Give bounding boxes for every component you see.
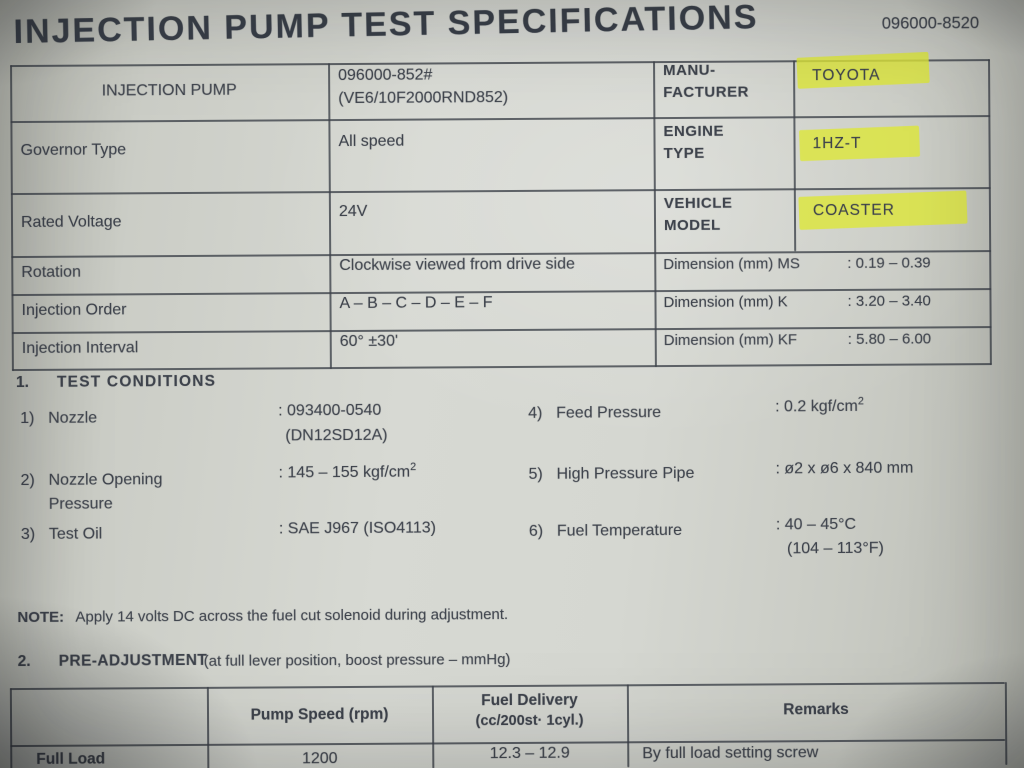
table-line: [9, 688, 13, 768]
cell-manufacturer-label-1: MANU-: [663, 61, 716, 80]
cell-injection-order-value: A – B – C – D – E – F: [339, 294, 493, 313]
doc-number: 096000-8520: [881, 14, 980, 33]
item-hpp-label: High Pressure Pipe: [556, 464, 695, 483]
cell-injection-order-label: Injection Order: [21, 301, 127, 319]
table-line: [11, 363, 992, 372]
section1-number: 1.: [15, 373, 29, 392]
item-feed-pressure-value-text: : 0.2 kgf/cm: [775, 397, 858, 416]
item-nop-value-text: : 145 – 155 kgf/cm: [278, 463, 411, 482]
cell-rated-voltage-value: 24V: [338, 202, 368, 221]
table-line: [793, 60, 797, 252]
item-nop-num: 2): [20, 471, 35, 490]
table-line: [11, 288, 992, 297]
table-line: [9, 681, 1005, 691]
item-fuel-temp-num: 6): [528, 522, 544, 540]
item-feed-pressure-num: 4): [528, 404, 543, 422]
section2-heading: PRE-ADJUSTMENT: [58, 651, 208, 670]
item-fuel-temp-label: Fuel Temperature: [556, 521, 683, 540]
item-nozzle-value-2: (DN12SD12A): [285, 426, 388, 445]
row-full-load-label: Full Load: [36, 750, 106, 768]
item-feed-pressure-value-sup: 2: [857, 395, 864, 408]
page-title: INJECTION PUMP TEST SPECIFICATIONS: [13, 0, 759, 52]
cell-dimension-kf-label: Dimension (mm) KF: [663, 331, 798, 350]
row-full-load-fuel-delivery: 12.3 – 12.9: [489, 744, 570, 763]
table-line: [10, 65, 14, 372]
cell-injection-pump-label: INJECTION PUMP: [101, 81, 237, 100]
note-label: NOTE:: [17, 608, 65, 627]
table-line: [1004, 681, 1008, 765]
table-line: [653, 61, 657, 368]
cell-engine-type-label-2: TYPE: [663, 144, 705, 163]
table-line: [10, 115, 991, 124]
table-line: [11, 326, 992, 335]
cell-dimension-kf-value: : 5.80 – 6.00: [847, 330, 932, 348]
cell-vehicle-model-label-1: VEHICLE: [663, 194, 733, 213]
section1-heading: TEST CONDITIONS: [56, 372, 217, 391]
item-fuel-temp-value-2: (104 – 113°F): [786, 539, 884, 558]
table-line: [10, 187, 991, 196]
item-nop-value-sup: 2: [410, 461, 417, 474]
cell-manufacturer-label-2: FACTURER: [663, 83, 749, 102]
item-test-oil-num: 3): [20, 525, 36, 544]
header-pump-speed: Pump Speed (rpm): [250, 705, 389, 724]
row-full-load-remarks: By full load setting screw: [642, 744, 819, 763]
cell-pump-number: 096000-852#: [338, 66, 433, 85]
header-fuel-delivery-2: (cc/200st· 1cyl.): [475, 712, 584, 730]
item-feed-pressure-label: Feed Pressure: [556, 404, 662, 422]
item-nop-label-2: Pressure: [48, 495, 113, 513]
item-hpp-value: : ø2 x ø6 x 840 mm: [775, 459, 914, 478]
cell-dimension-k-label: Dimension (mm) K: [663, 293, 788, 312]
cell-governor-label: Governor Type: [20, 141, 127, 159]
cell-governor-value: All speed: [338, 132, 405, 151]
item-nozzle-value: : 093400-0540: [278, 401, 382, 420]
row-full-load-pump-speed: 1200: [301, 750, 338, 768]
cell-rotation-value: Clockwise viewed from drive side: [339, 255, 575, 275]
cell-engine-type-value: 1HZ-T: [812, 134, 862, 153]
item-hpp-num: 5): [528, 465, 543, 483]
table-line: [328, 63, 332, 370]
cell-injection-interval-label: Injection Interval: [21, 339, 139, 357]
header-fuel-delivery-1: Fuel Delivery: [481, 691, 578, 710]
table-line: [988, 59, 992, 366]
item-fuel-temp-value: : 40 – 45°C: [775, 515, 857, 534]
cell-pump-code: (VE6/10F2000RND852): [338, 89, 509, 108]
note-text: Apply 14 volts DC across the fuel cut so…: [75, 606, 509, 626]
cell-vehicle-model-label-2: MODEL: [663, 216, 721, 235]
item-feed-pressure-value: : 0.2 kgf/cm2: [775, 395, 864, 416]
item-nop-value: : 145 – 155 kgf/cm2: [278, 461, 416, 483]
cell-manufacturer-value: TOYOTA: [812, 66, 881, 85]
item-nozzle-label: Nozzle: [48, 409, 98, 427]
item-nop-label-1: Nozzle Opening: [48, 471, 163, 489]
cell-vehicle-model-value: COASTER: [812, 201, 895, 220]
cell-injection-interval-value: 60° ±30': [339, 332, 399, 351]
cell-dimension-k-value: : 3.20 – 3.40: [847, 292, 931, 310]
cell-dimension-ms-label: Dimension (mm) MS: [663, 255, 801, 274]
item-test-oil-value: : SAE J967 (ISO4113): [278, 519, 437, 538]
cell-dimension-ms-value: : 0.19 – 0.39: [847, 254, 931, 272]
cell-rated-voltage-label: Rated Voltage: [20, 213, 122, 231]
cell-rotation-label: Rotation: [21, 263, 81, 281]
cell-engine-type-label-1: ENGINE: [663, 122, 725, 141]
section2-subheading: (at full lever position, boost pressure …: [203, 651, 511, 670]
item-nozzle-num: 1): [20, 409, 35, 428]
header-remarks: Remarks: [783, 700, 849, 719]
item-test-oil-label: Test Oil: [48, 525, 103, 543]
section2-number: 2.: [17, 652, 31, 671]
